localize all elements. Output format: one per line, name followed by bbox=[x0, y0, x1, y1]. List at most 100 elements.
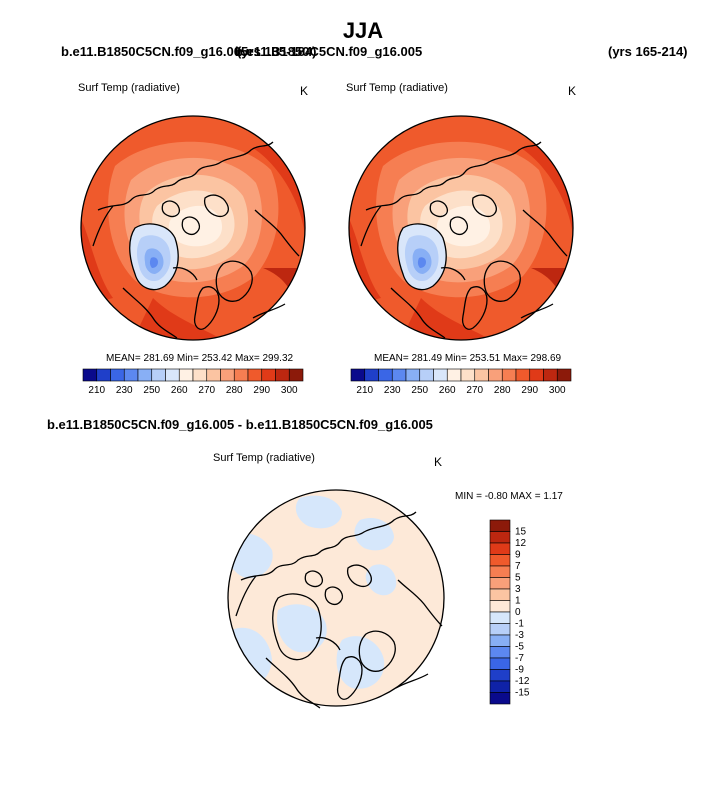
colorbar-swatch bbox=[151, 368, 166, 382]
stats-right: MEAN= 281.49 Min= 253.51 Max= 298.69 bbox=[374, 353, 562, 364]
colorbar-tick-label: 250 bbox=[411, 385, 428, 396]
colorbar-tick-label: 230 bbox=[116, 385, 133, 396]
units-label-right: K bbox=[568, 84, 577, 98]
colorbar-tick-label: 280 bbox=[226, 385, 243, 396]
colorbar-tick-label: -7 bbox=[515, 653, 524, 664]
colorbar-tick-label: 260 bbox=[439, 385, 456, 396]
colorbar-swatch bbox=[123, 368, 139, 382]
case-label-left: b.e11.B1850C5CN.f09_g16.005 bbox=[61, 44, 249, 59]
colorbar-swatch bbox=[261, 368, 276, 382]
colorbar-swatch bbox=[489, 634, 511, 647]
colorbar-swatch bbox=[288, 368, 304, 382]
colorbar-tick-label: -1 bbox=[515, 619, 524, 630]
colorbar-swatch bbox=[275, 368, 290, 382]
colorbar-right: 210 230 250 260 270 280 290 300 bbox=[350, 368, 572, 396]
years-label-right: (yrs 165-214) bbox=[608, 44, 688, 59]
colorbar-swatch bbox=[515, 368, 531, 382]
colorbar-swatch bbox=[489, 680, 511, 693]
colorbar-swatch bbox=[529, 368, 544, 382]
map-left bbox=[80, 115, 306, 341]
years-label-left: (yrs 135-184) bbox=[237, 44, 317, 59]
colorbar-swatch bbox=[474, 368, 489, 382]
colorbar-tick-label: 0 bbox=[515, 607, 521, 618]
colorbar-tick-label: 15 bbox=[515, 527, 527, 538]
colorbar-swatch bbox=[489, 600, 511, 613]
colorbar-swatch bbox=[220, 368, 235, 382]
colorbar-swatch bbox=[489, 554, 511, 567]
colorbar-swatch bbox=[556, 368, 572, 382]
colorbar-tick-label: 210 bbox=[356, 385, 373, 396]
colorbar-swatch bbox=[489, 692, 511, 705]
colorbar-swatch bbox=[137, 368, 153, 382]
colorbar-swatch bbox=[489, 565, 511, 578]
colorbar-swatch bbox=[543, 368, 558, 382]
stats-diff: MIN = -0.80 MAX = 1.17 bbox=[455, 491, 563, 502]
colorbar-swatch bbox=[489, 531, 511, 544]
colorbar-tick-label: 210 bbox=[88, 385, 105, 396]
colorbar-swatch bbox=[489, 519, 511, 532]
colorbar-swatch bbox=[489, 669, 511, 682]
colorbar-tick-label: 260 bbox=[171, 385, 188, 396]
colorbar-tick-label: 3 bbox=[515, 584, 521, 595]
colorbar-swatch bbox=[419, 368, 434, 382]
colorbar-swatch bbox=[233, 368, 249, 382]
variable-label-right: Surf Temp (radiative) bbox=[346, 82, 448, 94]
colorbar-swatch bbox=[165, 368, 180, 382]
colorbar-swatch bbox=[489, 657, 511, 670]
colorbar-tick-label: 270 bbox=[198, 385, 215, 396]
colorbar-tick-label: -12 bbox=[515, 676, 530, 687]
map-right bbox=[348, 115, 574, 341]
colorbar-swatch bbox=[247, 368, 263, 382]
colorbar-swatch bbox=[350, 368, 366, 382]
colorbar-left: 210 230 250 260 270 280 290 300 bbox=[82, 368, 304, 396]
colorbar-tick-label: 290 bbox=[253, 385, 270, 396]
case-label-right: b.e11.B1850C5CN.f09_g16.005 bbox=[235, 44, 423, 59]
variable-label-left: Surf Temp (radiative) bbox=[78, 82, 180, 94]
diff-case-label: b.e11.B1850C5CN.f09_g16.005 - b.e11.B185… bbox=[47, 417, 433, 432]
colorbar-tick-label: 9 bbox=[515, 550, 521, 561]
variable-label-diff: Surf Temp (radiative) bbox=[213, 452, 315, 464]
colorbar-swatch bbox=[433, 368, 448, 382]
colorbar-tick-label: 300 bbox=[281, 385, 298, 396]
colorbar-tick-label: -9 bbox=[515, 665, 524, 676]
colorbar-swatch bbox=[489, 542, 511, 555]
colorbar-tick-label: 230 bbox=[384, 385, 401, 396]
stats-left: MEAN= 281.69 Min= 253.42 Max= 299.32 bbox=[106, 353, 294, 364]
colorbar-swatch bbox=[488, 368, 503, 382]
colorbar-tick-label: 12 bbox=[515, 538, 527, 549]
colorbar-swatch bbox=[192, 368, 208, 382]
colorbar-swatch bbox=[446, 368, 462, 382]
colorbar-tick-label: 7 bbox=[515, 561, 521, 572]
colorbar-swatch bbox=[391, 368, 407, 382]
colorbar-swatch bbox=[501, 368, 517, 382]
colorbar-tick-label: -15 bbox=[515, 688, 530, 699]
colorbar-swatch bbox=[489, 611, 511, 624]
colorbar-swatch bbox=[489, 646, 511, 659]
colorbar-tick-label: 250 bbox=[143, 385, 160, 396]
colorbar-tick-label: 5 bbox=[515, 573, 521, 584]
colorbar-tick-label: 300 bbox=[549, 385, 566, 396]
colorbar-tick-label: -3 bbox=[515, 630, 524, 641]
colorbar-swatch bbox=[178, 368, 194, 382]
colorbar-tick-label: 290 bbox=[521, 385, 538, 396]
colorbar-swatch bbox=[96, 368, 111, 382]
colorbar-swatch bbox=[489, 623, 511, 636]
colorbar-swatch bbox=[206, 368, 221, 382]
colorbar-swatch bbox=[405, 368, 421, 382]
colorbar-swatch bbox=[364, 368, 379, 382]
colorbar-tick-label: -5 bbox=[515, 642, 524, 653]
colorbar-tick-label: 270 bbox=[466, 385, 483, 396]
colorbar-tick-label: 1 bbox=[515, 596, 521, 607]
units-label-diff: K bbox=[434, 455, 443, 469]
map-difference bbox=[227, 489, 445, 709]
colorbar-swatch bbox=[489, 577, 511, 590]
colorbar-swatch bbox=[489, 588, 511, 601]
colorbar-swatch bbox=[378, 368, 393, 382]
colorbar-swatch bbox=[460, 368, 476, 382]
colorbar-swatch bbox=[110, 368, 125, 382]
colorbar-swatch bbox=[82, 368, 98, 382]
main-title: JJA bbox=[342, 18, 384, 43]
units-label-left: K bbox=[300, 84, 309, 98]
